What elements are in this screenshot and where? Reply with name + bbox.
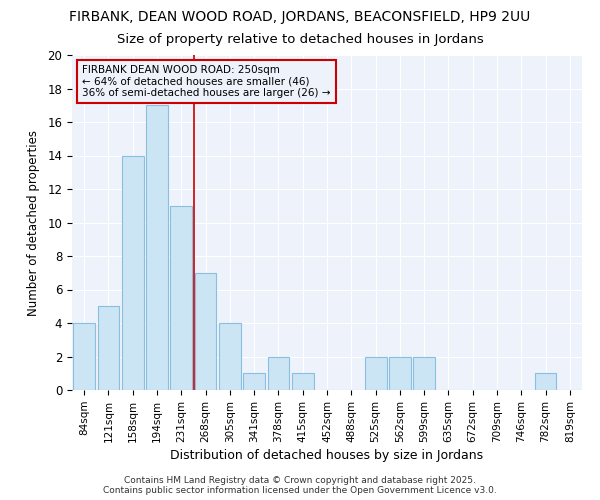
Bar (194, 273, 217, 390)
Bar (146, 106, 168, 390)
Bar (243, 373, 265, 390)
Bar (389, 356, 411, 390)
Bar (535, 373, 556, 390)
X-axis label: Distribution of detached houses by size in Jordans: Distribution of detached houses by size … (170, 449, 484, 462)
Y-axis label: Number of detached properties: Number of detached properties (28, 130, 40, 316)
Bar (122, 156, 143, 390)
Text: FIRBANK, DEAN WOOD ROAD, JORDANS, BEACONSFIELD, HP9 2UU: FIRBANK, DEAN WOOD ROAD, JORDANS, BEACON… (70, 10, 530, 24)
Bar (268, 356, 289, 390)
Bar (219, 323, 241, 390)
Text: FIRBANK DEAN WOOD ROAD: 250sqm
← 64% of detached houses are smaller (46)
36% of : FIRBANK DEAN WOOD ROAD: 250sqm ← 64% of … (82, 65, 331, 98)
Bar (97, 306, 119, 390)
Bar (292, 373, 314, 390)
Bar (413, 356, 435, 390)
Text: Size of property relative to detached houses in Jordans: Size of property relative to detached ho… (116, 32, 484, 46)
Bar (73, 323, 95, 390)
Bar (365, 356, 386, 390)
Bar (170, 206, 192, 390)
Text: Contains HM Land Registry data © Crown copyright and database right 2025.
Contai: Contains HM Land Registry data © Crown c… (103, 476, 497, 495)
